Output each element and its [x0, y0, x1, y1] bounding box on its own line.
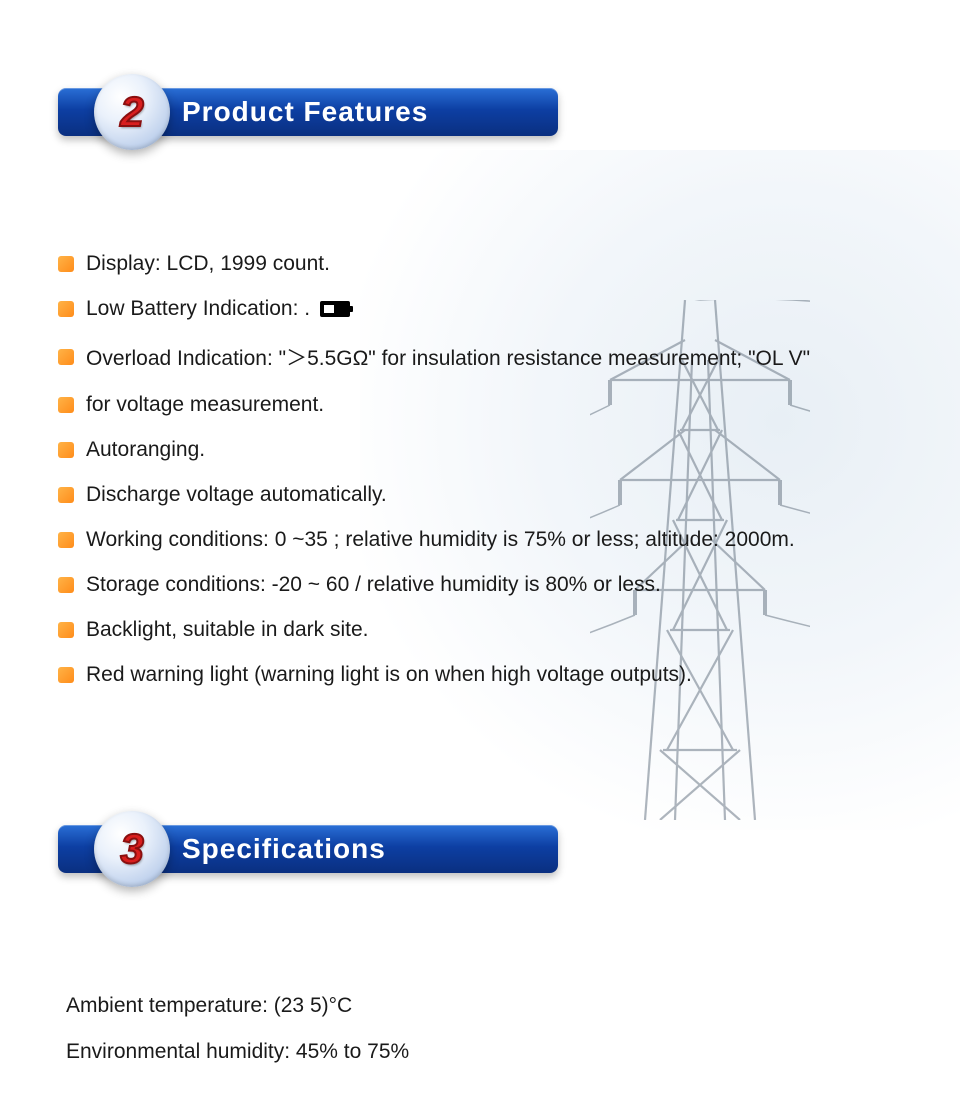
feature-item: Display: LCD, 1999 count. — [58, 252, 960, 276]
specification-item: Environmental humidity: 45% to 75% — [66, 1040, 960, 1064]
specification-item: Ambient temperature: (23 5)°C — [66, 994, 960, 1018]
feature-text: Low Battery Indication: . — [86, 297, 350, 321]
feature-text: Overload Indication: "＞5.5GΩ" for insula… — [86, 342, 810, 372]
feature-text: Discharge voltage automatically. — [86, 483, 387, 507]
feature-item: Working conditions: 0 ~35 ; relative hum… — [58, 528, 960, 552]
bullet-icon — [58, 577, 74, 593]
bullet-icon — [58, 301, 74, 317]
bullet-icon — [58, 667, 74, 683]
feature-item: Backlight, suitable in dark site. — [58, 618, 960, 642]
bullet-icon — [58, 532, 74, 548]
feature-item: Overload Indication: "＞5.5GΩ" for insula… — [58, 342, 960, 372]
section-number: 2 — [120, 88, 143, 136]
feature-text: Red warning light (warning light is on w… — [86, 663, 692, 687]
features-list: Display: LCD, 1999 count. Low Battery Ind… — [58, 252, 960, 687]
feature-text: for voltage measurement. — [86, 393, 324, 417]
bullet-icon — [58, 397, 74, 413]
section-header-specs: Specifications 3 — [58, 817, 960, 879]
section-number-circle: 3 — [94, 811, 170, 887]
feature-text: Storage conditions: -20 ~ 60 / relative … — [86, 573, 661, 597]
section-header-features: Product Features 2 — [58, 80, 960, 142]
feature-item: Red warning light (warning light is on w… — [58, 663, 960, 687]
feature-text: Autoranging. — [86, 438, 205, 462]
feature-item: Low Battery Indication: . — [58, 297, 960, 321]
bullet-icon — [58, 487, 74, 503]
specifications-list: Ambient temperature: (23 5)°C Environment… — [58, 994, 960, 1064]
section-specifications: Specifications 3 Ambient temperature: (2… — [58, 817, 960, 1064]
feature-text: Display: LCD, 1999 count. — [86, 252, 330, 276]
battery-icon — [320, 301, 350, 317]
feature-text: Working conditions: 0 ~35 ; relative hum… — [86, 528, 795, 552]
section-number: 3 — [120, 825, 143, 873]
feature-item: Storage conditions: -20 ~ 60 / relative … — [58, 573, 960, 597]
feature-item: for voltage measurement. — [58, 393, 960, 417]
page-content: Product Features 2 Display: LCD, 1999 co… — [0, 0, 960, 1064]
feature-item: Discharge voltage automatically. — [58, 483, 960, 507]
bullet-icon — [58, 622, 74, 638]
feature-text: Backlight, suitable in dark site. — [86, 618, 368, 642]
bullet-icon — [58, 442, 74, 458]
bullet-icon — [58, 256, 74, 272]
bullet-icon — [58, 349, 74, 365]
section-number-circle: 2 — [94, 74, 170, 150]
feature-item: Autoranging. — [58, 438, 960, 462]
